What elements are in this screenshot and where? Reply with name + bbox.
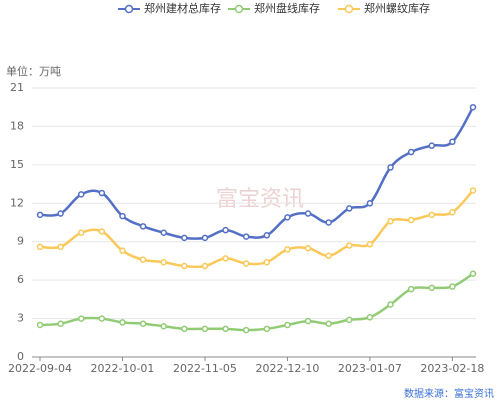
data-point — [119, 212, 126, 220]
data-point — [77, 191, 85, 198]
data-point — [98, 228, 106, 235]
data-point — [304, 210, 312, 217]
x-tick-label: 2022-09-04 — [8, 362, 72, 375]
data-point — [181, 325, 188, 333]
data-point — [181, 262, 188, 270]
data-point — [139, 223, 147, 230]
data-point — [325, 320, 332, 327]
data-point — [263, 325, 271, 333]
data-point — [263, 232, 271, 239]
data-point — [428, 142, 436, 149]
x-tick-label: 2023-01-07 — [338, 362, 402, 375]
data-point — [263, 258, 271, 266]
data-point — [242, 326, 250, 334]
data-point — [139, 320, 147, 327]
legend-marker — [234, 4, 244, 14]
data-point — [222, 226, 229, 234]
y-tick-label: 0 — [17, 350, 24, 363]
series-line — [39, 272, 474, 332]
data-point — [449, 209, 456, 216]
data-point — [469, 187, 477, 194]
data-point — [325, 252, 332, 260]
y-tick-label: 12 — [10, 196, 24, 209]
data-point — [469, 103, 477, 111]
data-point — [346, 316, 353, 324]
data-point — [57, 210, 64, 217]
data-point — [36, 243, 44, 251]
data-point — [242, 260, 250, 267]
data-point — [366, 241, 374, 248]
data-point — [428, 284, 436, 292]
data-point — [139, 256, 147, 263]
data-point — [387, 301, 394, 308]
data-point — [366, 200, 374, 207]
data-point — [160, 323, 167, 330]
source-note: 数据来源：富宝资讯 — [404, 387, 494, 400]
y-tick-label: 15 — [10, 158, 24, 171]
data-point — [181, 234, 188, 242]
x-tick-label: 2022-11-05 — [173, 362, 237, 375]
data-point — [284, 214, 291, 221]
data-point — [119, 247, 126, 254]
data-point — [222, 325, 229, 333]
data-point — [284, 246, 291, 253]
data-point — [98, 315, 106, 322]
data-point — [201, 234, 209, 242]
data-point — [428, 211, 436, 219]
data-point — [222, 255, 229, 262]
data-point — [57, 320, 64, 327]
data-point — [407, 285, 415, 293]
data-point — [98, 189, 106, 197]
data-point — [57, 243, 64, 251]
data-point — [284, 321, 291, 329]
y-tick-label: 21 — [10, 81, 24, 94]
data-point — [449, 138, 456, 146]
legend-label: 郑州建材总库存 — [144, 1, 221, 15]
data-point — [387, 164, 394, 171]
y-tick-label: 6 — [17, 273, 24, 286]
data-point — [325, 219, 332, 226]
data-point — [449, 283, 456, 290]
series-line — [39, 189, 474, 269]
data-point — [407, 148, 415, 156]
watermark: 富宝资讯 — [216, 187, 304, 212]
data-point — [36, 321, 44, 329]
data-point — [77, 315, 85, 322]
y-tick-label: 3 — [17, 312, 24, 325]
legend-marker — [344, 4, 354, 14]
data-point — [304, 244, 312, 252]
legend-marker — [124, 4, 134, 14]
data-point — [366, 314, 374, 321]
data-point — [346, 242, 353, 249]
x-tick-label: 2022-10-01 — [91, 362, 155, 375]
data-point — [119, 319, 126, 326]
x-tick-label: 2022-12-10 — [255, 362, 319, 375]
data-point — [304, 317, 312, 325]
data-point — [201, 262, 209, 270]
data-point — [407, 216, 415, 224]
data-point — [242, 233, 250, 240]
data-point — [346, 205, 353, 212]
data-point — [77, 229, 85, 236]
unit-label: 单位：万吨 — [6, 64, 61, 78]
y-tick-label: 9 — [17, 235, 24, 248]
data-point — [469, 270, 477, 277]
series-line — [39, 106, 475, 240]
data-point — [160, 258, 167, 266]
legend-label: 郑州螺纹库存 — [364, 1, 430, 15]
data-point — [160, 229, 167, 236]
data-point — [36, 211, 44, 219]
data-point — [387, 217, 394, 225]
y-tick-label: 18 — [10, 119, 24, 132]
data-point — [201, 325, 209, 333]
legend-label: 郑州盘线库存 — [254, 1, 320, 15]
x-tick-label: 2023-02-18 — [420, 362, 484, 375]
